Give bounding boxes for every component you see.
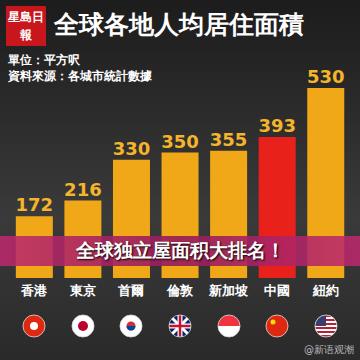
html-text:資料來源：各城市統計數據: 資料來源：各城市統計數據 [8,69,152,83]
html-text:星島日報: 星島日報 [8,10,44,42]
svg-text:首爾: 首爾 [117,283,144,298]
html-text:全球各地人均居住面積: 全球各地人均居住面積 [54,10,304,39]
svg-text:530: 530 [307,66,345,87]
svg-text:新加坡: 新加坡 [208,283,249,298]
svg-text:355: 355 [210,129,248,150]
svg-text:216: 216 [64,179,102,200]
svg-text:393: 393 [258,115,296,136]
html-text:全球独立屋面积大排名！: 全球独立屋面积大排名！ [75,239,285,261]
svg-text:172: 172 [16,194,54,215]
svg-text:香港: 香港 [20,283,48,298]
svg-text:330: 330 [113,138,151,159]
html-text:單位：平方呎: 單位：平方呎 [8,53,80,67]
svg-text:倫敦: 倫敦 [166,283,194,298]
svg-text:中國: 中國 [264,283,290,298]
svg-text:紐約: 紐約 [312,283,339,298]
svg-text:東京: 東京 [69,283,96,298]
html-text:@新语观潮: @新语观潮 [304,344,354,355]
svg-text:350: 350 [161,131,199,152]
